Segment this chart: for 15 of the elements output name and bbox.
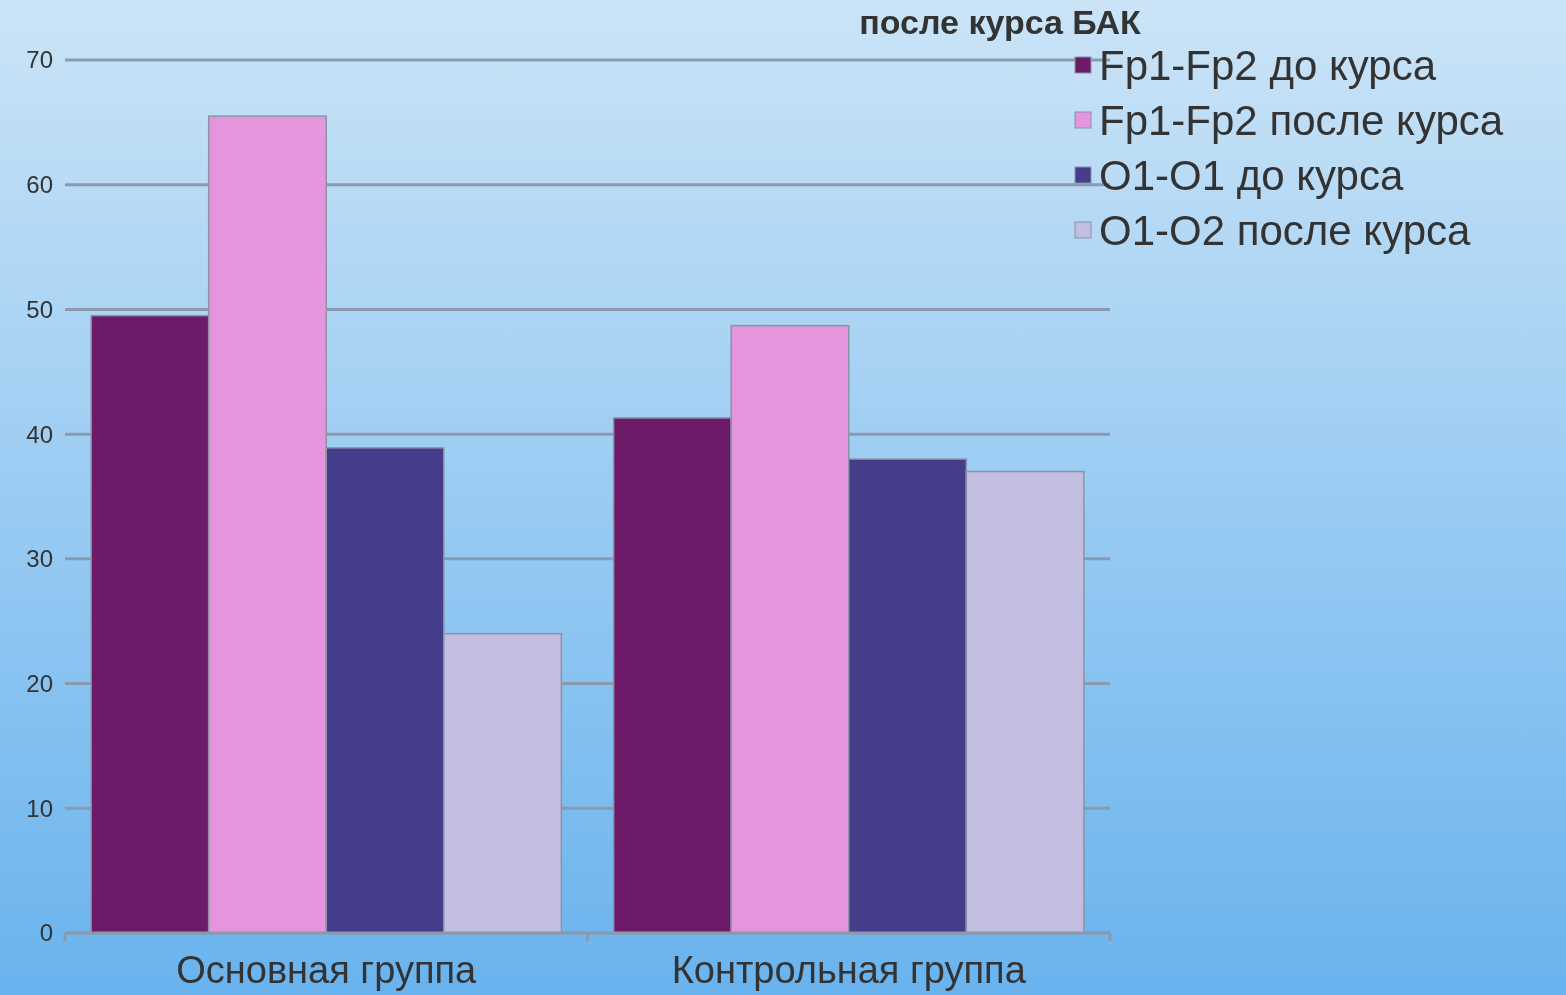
y-tick-label: 60	[26, 171, 53, 199]
y-tick-label: 30	[26, 545, 53, 573]
legend-label: Fp1-Fp2 до курса	[1099, 41, 1437, 89]
legend-label: O1-O1 до курса	[1099, 151, 1404, 199]
y-tick-label: 0	[39, 919, 53, 947]
legend-label: O1-O2 после курса	[1099, 206, 1472, 254]
x-tick-label: Контрольная группа	[671, 949, 1027, 991]
y-tick-label: 20	[26, 669, 53, 697]
y-tick-label: 40	[26, 420, 53, 448]
x-tick-label: Основная группа	[176, 949, 478, 991]
chart-title: после курса БАК	[859, 3, 1142, 41]
y-tick-label: 70	[26, 46, 53, 74]
legend-label: Fp1-Fp2 после курса	[1099, 96, 1504, 144]
y-tick-label: 50	[26, 295, 53, 323]
y-tick-label: 10	[26, 794, 53, 822]
